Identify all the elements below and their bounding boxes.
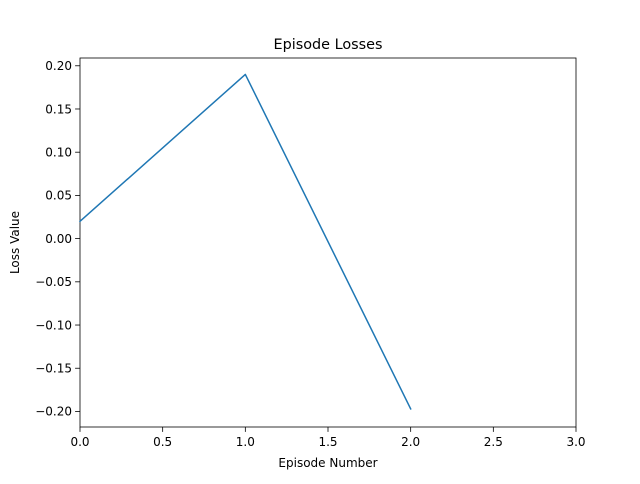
y-tick-label: 0.15 (45, 102, 72, 116)
y-tick-label: −0.15 (35, 362, 72, 376)
y-tick-label: 0.10 (45, 145, 72, 159)
x-tick-label: 1.0 (236, 435, 255, 449)
y-axis: 0.20 0.15 0.10 0.05 0.00 −0.05 −0.10 −0.15 −0.20 (35, 59, 80, 419)
x-tick-label: 0.0 (70, 435, 89, 449)
x-tick-label: 3.0 (566, 435, 585, 449)
plot-area (78, 57, 577, 428)
x-tick-label: 1.5 (318, 435, 337, 449)
x-axis-label: Episode Number (278, 456, 377, 470)
x-tick-label: 2.5 (484, 435, 503, 449)
y-tick-label: −0.20 (35, 405, 72, 419)
y-axis-label: Loss Value (8, 211, 22, 274)
y-tick-label: −0.05 (35, 275, 72, 289)
x-tick-label: 2.0 (401, 435, 420, 449)
y-tick-label: 0.20 (45, 59, 72, 73)
chart-title: Episode Losses (273, 37, 382, 53)
y-tick-label: 0.05 (45, 189, 72, 203)
x-tick-label: 0.5 (153, 435, 172, 449)
x-axis: 0.0 0.5 1.0 1.5 2.0 2.5 3.0 (70, 427, 586, 449)
series-line (78, 73, 412, 410)
y-tick-label: 0.00 (45, 232, 72, 246)
y-tick-label: −0.10 (35, 318, 72, 332)
